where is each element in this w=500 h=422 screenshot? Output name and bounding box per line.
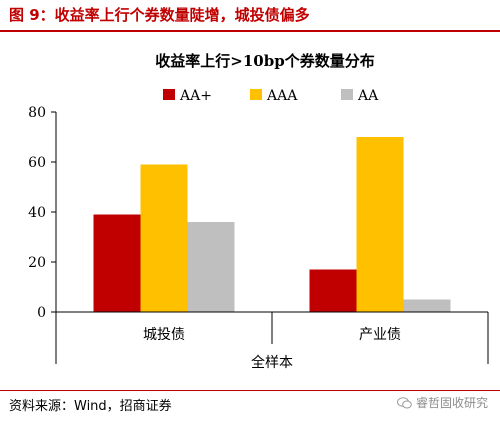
bar <box>187 222 235 312</box>
watermark: 睿哲固收研究 <box>396 394 488 411</box>
x-category-label: 产业债 <box>359 327 401 343</box>
bar <box>403 299 451 312</box>
y-tick-label: 80 <box>28 105 46 121</box>
source-note: 资料来源：Wind，招商证券 <box>9 399 172 414</box>
y-tick-label: 60 <box>28 155 46 171</box>
bars <box>93 137 451 312</box>
chart-legend: AA+ AAA AA <box>163 88 379 104</box>
x-group-label: 全样本 <box>251 354 293 371</box>
legend-swatch <box>341 89 353 100</box>
legend-label: AAA <box>266 88 298 104</box>
y-axis: 0 20 40 60 80 <box>28 105 57 321</box>
bar <box>356 137 404 312</box>
bar-chart: 收益率上行>10bp个券数量分布 AA+ AAA AA 020406080 城投债产… <box>28 52 489 371</box>
legend-label: AA+ <box>179 88 212 104</box>
legend-label: AA <box>357 88 379 104</box>
x-category-label: 城投债 <box>143 327 185 343</box>
bar <box>93 214 141 312</box>
bar <box>140 164 188 312</box>
y-tick-label: 20 <box>28 255 46 271</box>
watermark-text: 睿哲固收研究 <box>415 396 488 410</box>
bar <box>309 269 357 312</box>
figure-title: 图 9：收益率上行个券数量陡增，城投债偏多 <box>9 6 310 24</box>
y-tick-label: 40 <box>28 205 46 221</box>
wechat-icon <box>396 396 412 408</box>
footer-rule <box>0 390 500 391</box>
y-tick-label: 0 <box>37 305 46 321</box>
legend-swatch <box>163 89 175 100</box>
title-rule <box>0 30 500 32</box>
legend-swatch <box>250 89 262 100</box>
chart-title: 收益率上行>10bp个券数量分布 <box>155 52 374 70</box>
